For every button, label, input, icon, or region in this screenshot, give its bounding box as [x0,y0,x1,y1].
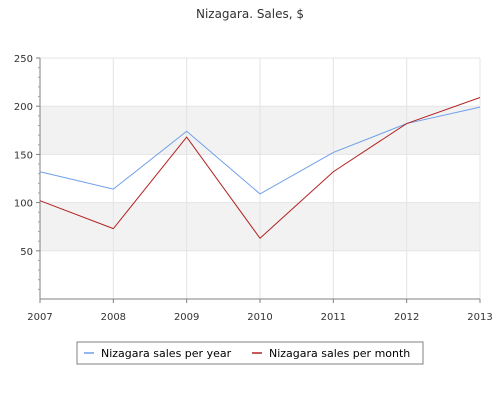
legend: Nizagara sales per year Nizagara sales pe… [76,341,424,365]
series-lines [39,97,481,240]
x-tick-label: 2008 [101,312,126,323]
y-tick-label: 250 [14,54,33,65]
y-axis-ticks: 50 100 150 200 250 [14,54,40,290]
legend-box [76,341,424,365]
x-tick-label: 2009 [174,312,199,323]
series-line-2 [39,97,481,240]
chart-title: Nizagara. Sales, $ [196,7,304,21]
x-axis-ticks: 2007 2008 2009 2010 2011 2012 2013 [27,299,493,323]
y-tick-label: 100 [14,199,33,210]
x-tick-label: 2007 [27,312,52,323]
x-tick-label: 2010 [247,312,272,323]
y-tick-label: 200 [14,102,33,113]
y-tick-label: 150 [14,150,33,161]
y-tick-label: 50 [20,247,33,258]
x-tick-label: 2013 [467,312,492,323]
legend-label: Nizagara sales per month [269,347,410,360]
gridlines [39,57,481,299]
x-tick-label: 2011 [321,312,346,323]
legend-label: Nizagara sales per year [101,347,232,360]
x-tick-label: 2012 [394,312,419,323]
